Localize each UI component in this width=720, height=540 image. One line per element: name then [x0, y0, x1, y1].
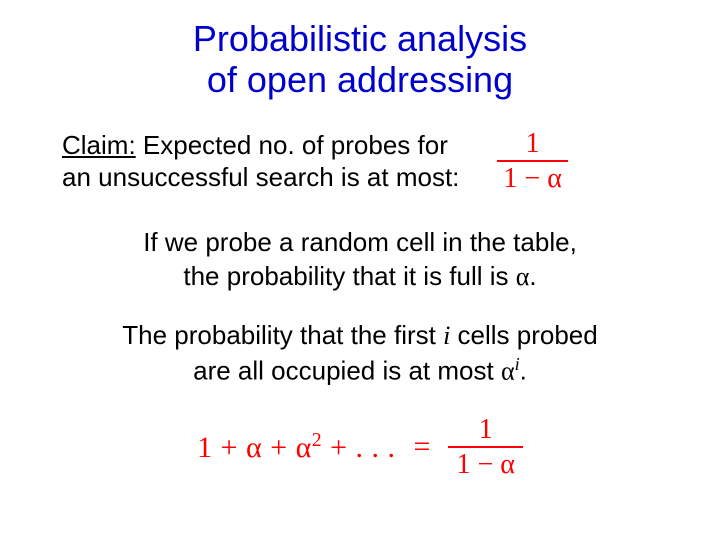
series-rhs-den: 1 − α: [448, 448, 522, 479]
fraction-bound: 1 1 − α: [497, 129, 567, 194]
series-dots: + . . .: [322, 431, 395, 464]
claim-text: Claim: Expected no. of probes for an uns…: [62, 129, 459, 194]
series-sup2: 2: [312, 430, 322, 451]
para2-line2a: the probability that it is full is: [183, 261, 515, 291]
slide: Probabilistic analysis of open addressin…: [0, 0, 720, 540]
claim-line-2: an unsuccessful search is at most:: [62, 162, 459, 192]
slide-title: Probabilistic analysis of open addressin…: [0, 0, 720, 101]
series-lhs: 1 + α + α2 + . . .: [197, 430, 395, 465]
para2-line2b: .: [529, 261, 536, 291]
para2-line1: If we probe a random cell in the table,: [143, 227, 577, 257]
claim-line-1: Expected no. of probes for: [136, 130, 448, 160]
claim-row: Claim: Expected no. of probes for an uns…: [0, 129, 720, 194]
alpha-symbol-1: α: [516, 262, 530, 291]
title-line-2: of open addressing: [207, 59, 513, 100]
series-terms: 1 + α + α: [197, 431, 312, 464]
para3-line1a: The probability that the first: [122, 320, 443, 350]
series-rhs-num: 1: [448, 415, 522, 446]
fraction-denominator: 1 − α: [497, 162, 567, 193]
alpha-symbol-2: α: [501, 357, 515, 386]
claim-label: Claim:: [62, 130, 136, 160]
paragraph-probe: If we probe a random cell in the table, …: [0, 226, 720, 294]
para3-line2b: .: [520, 356, 527, 386]
series-rhs-fraction: 1 1 − α: [448, 415, 522, 480]
geometric-series: 1 + α + α2 + . . . = 1 1 − α: [0, 415, 720, 480]
equals-sign: =: [414, 430, 431, 464]
para3-line1b: cells probed: [450, 320, 597, 350]
para3-line2a: are all occupied is at most: [193, 356, 501, 386]
paragraph-first-i: The probability that the first i cells p…: [0, 319, 720, 388]
title-line-1: Probabilistic analysis: [193, 18, 527, 59]
fraction-numerator: 1: [497, 129, 567, 160]
